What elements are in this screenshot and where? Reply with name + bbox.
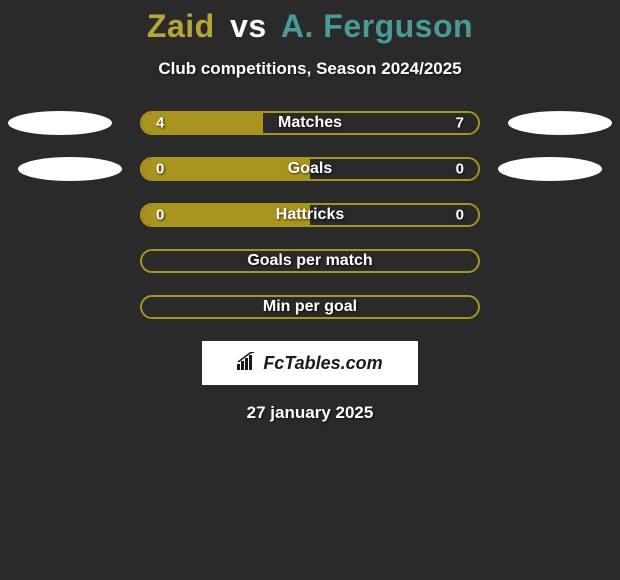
stat-value-right: 7	[456, 115, 464, 132]
vs-text: vs	[230, 8, 267, 44]
stat-row: Min per goal	[0, 295, 620, 319]
stat-bar: Goals per match	[140, 249, 480, 273]
stat-value-right: 0	[456, 207, 464, 224]
comparison-infographic: Zaid vs A. Ferguson Club competitions, S…	[0, 0, 620, 423]
player1-marker	[8, 111, 112, 135]
stat-row: Goals per match	[0, 249, 620, 273]
stat-label: Hattricks	[276, 206, 344, 224]
stat-value-right: 0	[456, 161, 464, 178]
player2-name: A. Ferguson	[281, 8, 473, 44]
stat-label: Goals	[288, 160, 332, 178]
stat-bar: 0 0 Goals	[140, 157, 480, 181]
stat-bar: 0 0 Hattricks	[140, 203, 480, 227]
bar-fill-right	[310, 159, 478, 179]
player2-marker	[498, 157, 602, 181]
bar-fill-left	[142, 159, 310, 179]
page-title: Zaid vs A. Ferguson	[0, 8, 620, 45]
player1-name: Zaid	[147, 8, 215, 44]
stat-row: 0 0 Hattricks	[0, 203, 620, 227]
stat-label: Matches	[278, 114, 342, 132]
stat-bar: 4 7 Matches	[140, 111, 480, 135]
player2-marker	[508, 111, 612, 135]
chart-icon	[237, 352, 259, 375]
stat-row: 0 0 Goals	[0, 157, 620, 181]
player1-marker	[18, 157, 122, 181]
logo-text: FcTables.com	[237, 352, 382, 375]
stat-rows: 4 7 Matches 0 0 Goals 0 0 Hattricks Goals per mat…	[0, 111, 620, 319]
subtitle: Club competitions, Season 2024/2025	[0, 59, 620, 79]
stat-row: 4 7 Matches	[0, 111, 620, 135]
stat-value-left: 0	[156, 161, 164, 178]
stat-value-left: 0	[156, 207, 164, 224]
logo-label: FcTables.com	[263, 353, 382, 374]
logo-box: FcTables.com	[202, 341, 418, 385]
date-text: 27 january 2025	[0, 403, 620, 423]
stat-bar: Min per goal	[140, 295, 480, 319]
stat-label: Min per goal	[263, 298, 357, 316]
stat-value-left: 4	[156, 115, 164, 132]
stat-label: Goals per match	[247, 252, 372, 270]
